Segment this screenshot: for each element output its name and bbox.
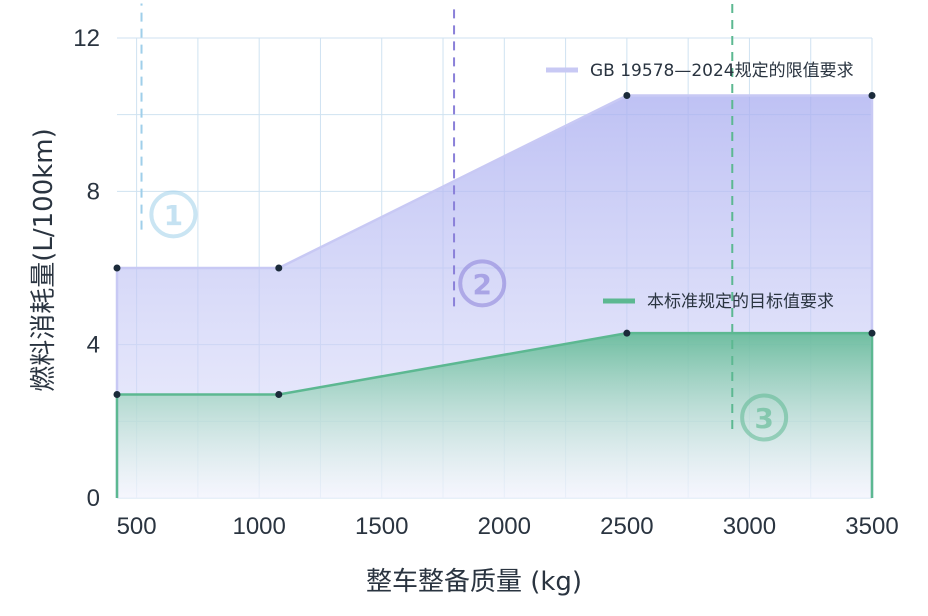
series-areas [113, 92, 876, 498]
data-point [623, 92, 631, 99]
series-line-1 [115, 94, 874, 498]
data-point [868, 92, 876, 99]
zone-badge-3 [740, 393, 789, 442]
data-point [623, 329, 631, 337]
x-tick-label: 500 [117, 513, 157, 540]
series-line-2 [115, 331, 874, 498]
zone-label-2: 2 [473, 268, 492, 301]
x-tick-label: 3500 [845, 513, 898, 540]
data-point [113, 391, 121, 398]
x-tick-label: 3000 [723, 513, 776, 540]
y-tick-label: 0 [87, 485, 100, 512]
series-area-2 [117, 333, 872, 498]
y-axis-title: 燃料消耗量(L/100km) [29, 128, 59, 392]
y-tick-label: 4 [87, 332, 100, 359]
zone-label-1: 1 [164, 199, 183, 232]
legend-label-1: GB 19578—2024规定的限值要求 [590, 61, 854, 81]
legend-label-2: 本标准规定的目标值要求 [647, 292, 834, 312]
zone-badge-2 [458, 259, 507, 308]
y-tick-label: 8 [87, 178, 100, 205]
data-point [868, 329, 876, 337]
x-tick-label: 2500 [600, 513, 653, 540]
annotations: 1 2 3 [140, 3, 789, 442]
zone-label-3: 3 [754, 402, 773, 435]
x-tick-label: 2000 [478, 513, 531, 540]
data-point [113, 264, 121, 272]
data-point [275, 391, 283, 398]
x-tick-label: 1500 [355, 513, 408, 540]
zone-badge-1 [149, 190, 198, 239]
x-tick-label: 1000 [232, 513, 285, 540]
x-axis-title: 整车整备质量 (kg) [366, 567, 582, 597]
y-tick-label: 12 [73, 25, 100, 52]
data-point [275, 264, 283, 272]
